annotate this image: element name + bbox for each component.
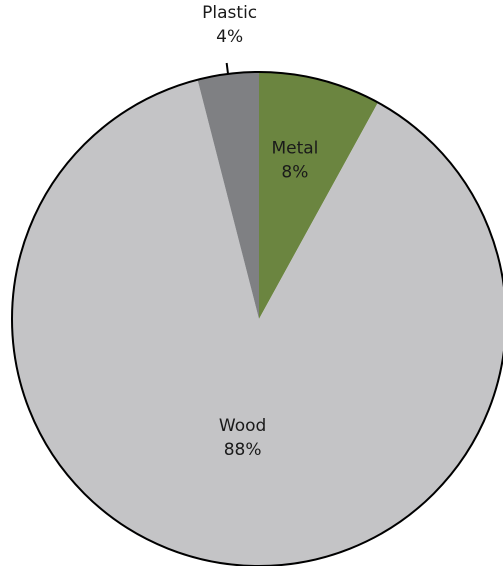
- pie-slices: [12, 72, 503, 566]
- pie-slice-metal: [259, 72, 378, 319]
- slice-label-metal: Metal: [271, 138, 318, 158]
- slice-value-plastic: 4%: [216, 27, 243, 47]
- pie-outline: [11, 71, 503, 566]
- pie-slice-plastic: [197, 72, 259, 319]
- slice-value-wood: 88%: [224, 440, 262, 460]
- slice-label-wood: Wood: [219, 416, 266, 436]
- leader-line-plastic: [225, 62, 230, 75]
- pie-slice-wood: [12, 79, 503, 566]
- pie-labels: Metal 8% Wood 88% Plastic 4%: [202, 3, 318, 460]
- slice-value-metal: 8%: [281, 162, 308, 182]
- slice-label-plastic: Plastic: [202, 3, 257, 23]
